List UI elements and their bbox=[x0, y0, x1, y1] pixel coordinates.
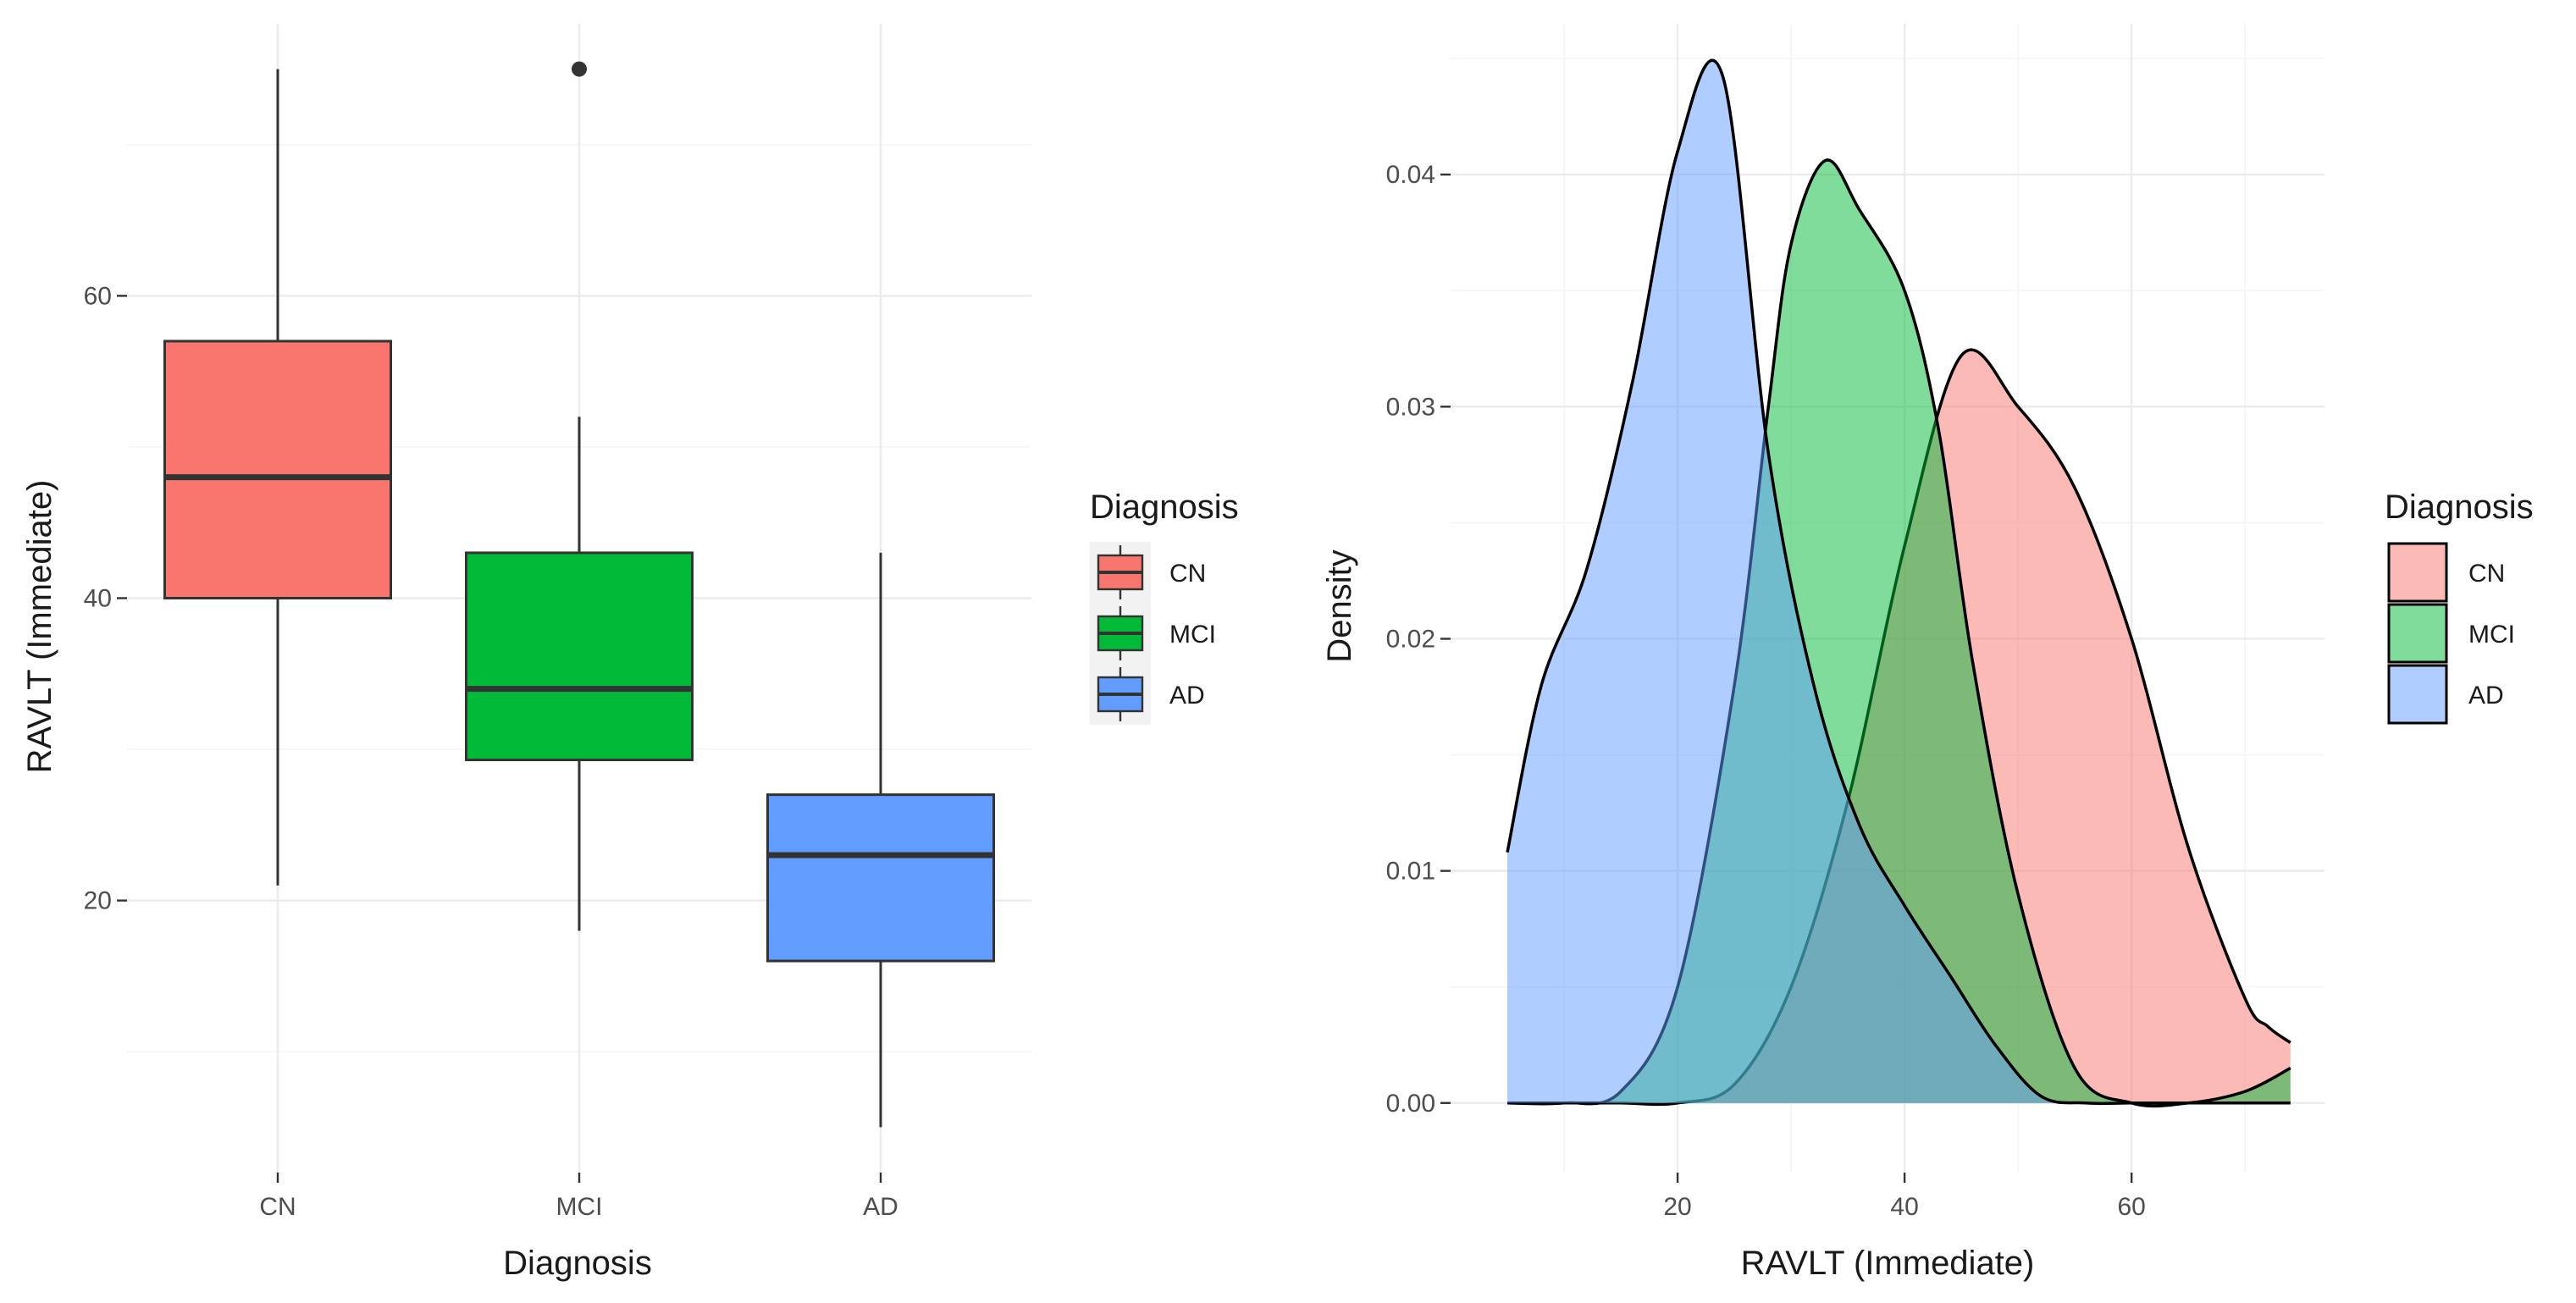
box-mci bbox=[465, 61, 694, 931]
x-tick-label: CN bbox=[259, 1193, 296, 1221]
legend-item-mci: MCI bbox=[1090, 603, 1216, 664]
legend-key-swatch bbox=[2387, 664, 2448, 725]
legend-item-mci: MCI bbox=[2387, 603, 2515, 664]
density-y-axis-title: Density bbox=[1321, 549, 1358, 662]
y-tick-label: 0.03 bbox=[1386, 393, 1435, 421]
y-tick-label: 60 bbox=[84, 282, 112, 310]
box-body bbox=[465, 551, 694, 762]
density-x-axis-title: RAVLT (Immediate) bbox=[1741, 1245, 2035, 1282]
x-tick-label: 20 bbox=[1663, 1193, 1691, 1221]
boxplot-x-axis-title: Diagnosis bbox=[503, 1245, 652, 1282]
x-tick-label: 40 bbox=[1890, 1193, 1918, 1221]
density-line-ad bbox=[1506, 58, 2291, 1106]
boxplot-legend-title: Diagnosis bbox=[1090, 489, 1239, 526]
legend-key-swatch bbox=[2387, 603, 2448, 664]
x-tick-label: MCI bbox=[556, 1193, 603, 1221]
legend-label-ad: AD bbox=[2468, 682, 2504, 709]
density-x-axis: 20 40 60 bbox=[1663, 1173, 2146, 1221]
y-tick-label: 0.00 bbox=[1386, 1090, 1435, 1118]
boxplot-legend: Diagnosis CN MCI AD bbox=[1090, 489, 1239, 725]
density-legend-title: Diagnosis bbox=[2385, 489, 2534, 526]
y-tick-label: 40 bbox=[84, 585, 112, 613]
density-panel: 0.00 0.01 0.02 0.03 0.04 20 40 60 RAVLT (Immed… bbox=[1321, 24, 2534, 1282]
legend-label-cn: CN bbox=[2468, 560, 2505, 588]
box-ad bbox=[766, 552, 995, 1128]
box-body bbox=[766, 793, 995, 963]
box-body bbox=[163, 340, 392, 599]
legend-key-swatch bbox=[2387, 542, 2448, 603]
density-curves bbox=[1506, 58, 2291, 1108]
boxplot-panel: 20 40 60 CN MCI AD Diagnosis RAVLT (Immediat… bbox=[21, 24, 1239, 1282]
outlier-point bbox=[572, 61, 587, 77]
x-tick-label: 60 bbox=[2117, 1193, 2145, 1221]
legend-label-ad: AD bbox=[1169, 682, 1205, 709]
legend-label-cn: CN bbox=[1169, 560, 1206, 588]
legend-label-mci: MCI bbox=[2468, 621, 2515, 649]
legend-item-cn: CN bbox=[2387, 542, 2505, 603]
boxplot-boxes bbox=[163, 61, 995, 1128]
density-area-ad bbox=[1507, 60, 2291, 1104]
y-tick-label: 0.01 bbox=[1386, 858, 1435, 886]
box-cn bbox=[163, 69, 392, 886]
density-y-axis: 0.00 0.01 0.02 0.03 0.04 bbox=[1386, 161, 1451, 1118]
boxplot-x-axis: CN MCI AD bbox=[259, 1173, 898, 1221]
boxplot-y-axis: 20 40 60 bbox=[84, 282, 127, 915]
y-tick-label: 0.04 bbox=[1386, 161, 1435, 189]
legend-label-mci: MCI bbox=[1169, 621, 1216, 649]
y-tick-label: 0.02 bbox=[1386, 625, 1435, 653]
boxplot-y-axis-title: RAVLT (Immediate) bbox=[21, 480, 58, 774]
density-area-mci bbox=[1507, 159, 2291, 1107]
legend-item-cn: CN bbox=[1090, 542, 1206, 603]
y-tick-label: 20 bbox=[84, 887, 112, 915]
legend-item-ad: AD bbox=[1090, 664, 1205, 725]
x-tick-label: AD bbox=[863, 1193, 898, 1221]
density-legend: Diagnosis CN MCI AD bbox=[2385, 489, 2534, 725]
legend-item-ad: AD bbox=[2387, 664, 2504, 725]
